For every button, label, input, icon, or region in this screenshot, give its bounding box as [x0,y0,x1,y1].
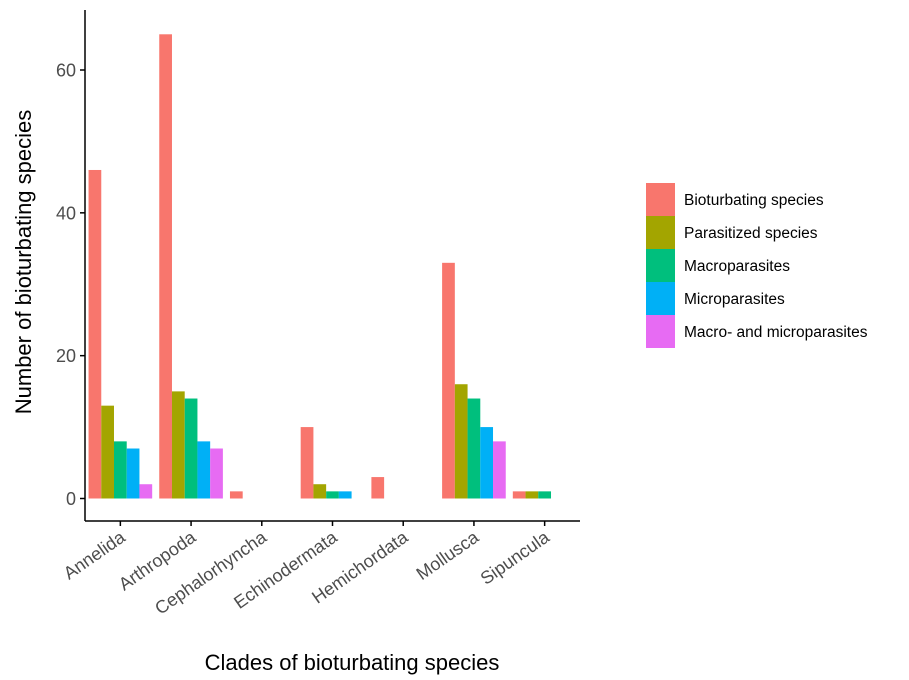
bars-group [88,34,552,499]
legend-key-2 [646,249,675,282]
bar-hemichordata-series-0 [371,477,385,499]
bar-annelida-series-3 [126,448,140,499]
bar-echinodermata-series-1 [313,484,327,499]
y-ticks-group: 0 20 40 60 [56,61,85,509]
y-axis-title: Number of bioturbating species [11,110,36,415]
y-tick-label: 40 [56,203,76,223]
y-tick-label: 20 [56,346,76,366]
legend-key-4 [646,315,675,348]
bar-arthropoda-series-2 [184,398,198,499]
bar-arthropoda-series-0 [159,34,172,499]
legend-label-2: Macroparasites [684,258,790,275]
x-tick-label-mollusca: Mollusca [413,526,483,584]
x-ticks-group: AnnelidaArthropodaCephalorhynchaEchinode… [60,521,554,618]
bar-sipuncula-series-2 [538,491,552,499]
x-tick-label-sipuncula: Sipuncula [477,526,554,588]
legend-key-3 [646,282,675,315]
bar-arthropoda-series-4 [210,448,223,499]
legend-label-4: Macro- and microparasites [684,324,868,341]
legend-label-3: Microparasites [684,291,785,308]
y-tick-label: 0 [66,489,76,509]
y-tick-label: 60 [56,61,76,81]
legend-key-1 [646,216,675,249]
bar-mollusca-series-3 [480,427,494,499]
bar-sipuncula-series-1 [525,491,539,499]
bar-cephalorhyncha-series-0 [229,491,243,499]
x-axis-title: Clades of bioturbating species [205,650,500,675]
legend-key-0 [646,183,675,216]
legend: Bioturbating species Parasitized species M… [646,183,868,348]
legend-label-1: Parasitized species [684,225,818,242]
bar-echinodermata-series-3 [338,491,352,499]
bar-mollusca-series-2 [467,398,481,499]
bar-arthropoda-series-1 [171,391,185,499]
bar-mollusca-series-1 [454,384,468,499]
bar-annelida-series-2 [113,441,127,499]
bar-echinodermata-series-2 [326,491,339,499]
bar-arthropoda-series-3 [197,441,211,499]
bar-annelida-series-1 [101,405,114,499]
bar-annelida-series-4 [139,484,153,499]
bar-mollusca-series-0 [442,262,455,499]
legend-label-0: Bioturbating species [684,192,824,209]
bar-echinodermata-series-0 [300,427,314,499]
bar-sipuncula-series-0 [512,491,526,499]
bar-annelida-series-0 [88,169,102,499]
bar-mollusca-series-4 [493,441,506,499]
